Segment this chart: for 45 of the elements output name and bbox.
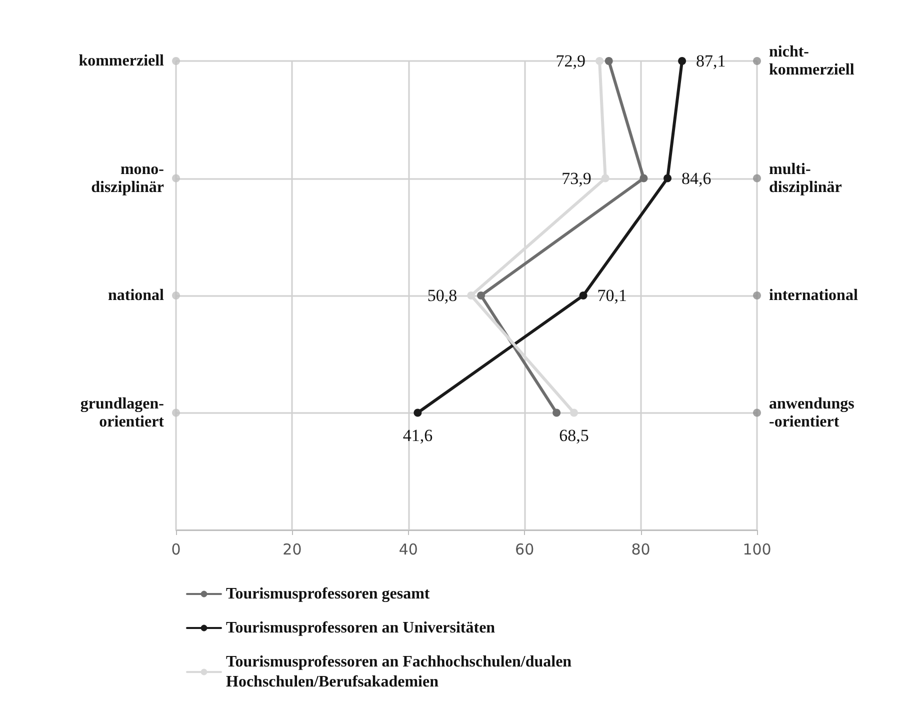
y-tick-label: kommerziell	[78, 52, 165, 70]
y2-tick-label: multi- disziplinär	[769, 160, 842, 196]
x-tick-label: 80	[631, 540, 650, 558]
point	[172, 174, 180, 182]
y-tick-label: grundlagen- orientiert	[80, 395, 165, 430]
point	[570, 408, 578, 417]
data-label: 70,1	[597, 286, 628, 305]
y2-tick-label: anwendungs -orientiert	[769, 395, 854, 430]
x-tick-label: 20	[282, 540, 302, 558]
point	[604, 57, 613, 65]
y-tick-label: national	[108, 287, 165, 304]
x-tick-label: 40	[398, 540, 418, 558]
y2-tick-label: nicht- kommerziell	[769, 44, 855, 78]
y-tick-label: mono- disziplinär	[91, 160, 164, 196]
point	[640, 174, 648, 182]
data-label: 50,8	[427, 286, 458, 305]
legend-label: Tourismusprofessoren an Universitäten	[226, 620, 496, 636]
x-tick-label: 0	[171, 540, 181, 558]
x-tick-label: 100	[742, 540, 772, 558]
point	[579, 292, 588, 300]
point	[467, 292, 476, 300]
point	[477, 292, 486, 300]
point	[753, 57, 761, 65]
data-label: 87,1	[696, 52, 726, 70]
data-label: 84,6	[682, 168, 712, 188]
point	[678, 57, 686, 65]
point	[664, 174, 672, 182]
data-label: 73,9	[562, 168, 592, 188]
data-label: 41,6	[402, 426, 433, 445]
point	[753, 292, 761, 300]
point	[601, 174, 610, 182]
data-label: 68,5	[559, 426, 589, 445]
point	[414, 408, 422, 417]
y2-tick-label: international	[769, 287, 858, 304]
point	[172, 408, 180, 417]
point	[172, 292, 180, 300]
point	[172, 57, 180, 65]
legend-label: Tourismusprofessoren an Fachhochschulen/dualen Hochschulen/Berufsakademien	[226, 654, 572, 690]
x-tick-label: 60	[515, 540, 534, 558]
point	[753, 408, 761, 417]
point	[753, 174, 761, 182]
data-label: 72,9	[556, 52, 586, 70]
legend-label: Tourismusprofessoren gesamt	[226, 586, 430, 602]
point	[596, 57, 604, 65]
point	[552, 408, 561, 417]
